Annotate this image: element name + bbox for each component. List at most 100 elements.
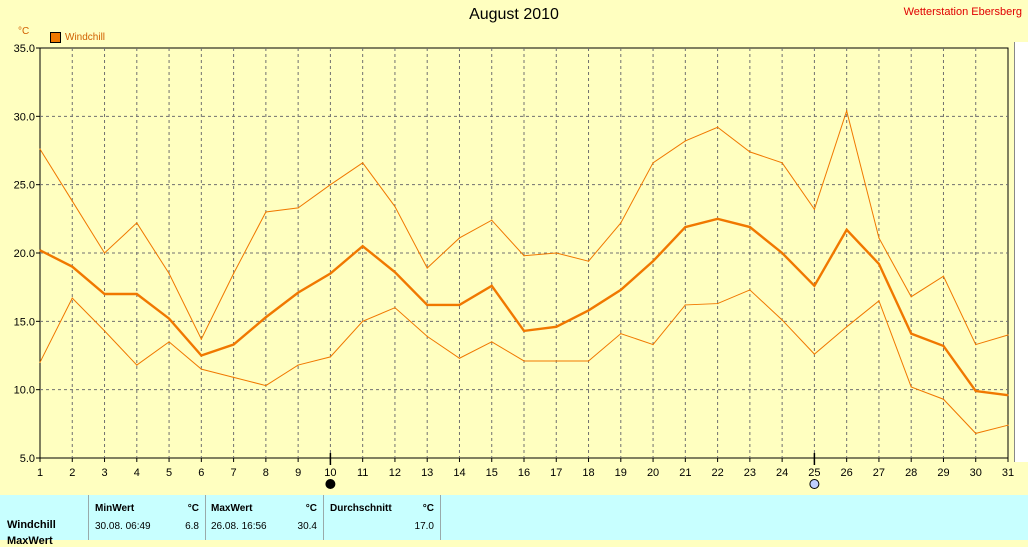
legend-label: Windchill (65, 32, 106, 43)
x-tick-label: 26 (841, 467, 853, 479)
x-tick-label: 3 (101, 467, 107, 479)
data-point-max (910, 296, 912, 298)
data-point-min (168, 341, 170, 343)
x-tick-label: 14 (453, 467, 465, 479)
stats-row-label: Windchill (7, 519, 56, 531)
data-point-avg (233, 343, 235, 346)
data-point-max (846, 110, 848, 112)
data-point-max (523, 255, 525, 257)
x-tick-label: 25 (808, 467, 820, 479)
stats-avg-column: Durchschnitt °C 17.0 (324, 495, 441, 540)
x-tick-label: 28 (905, 467, 917, 479)
data-point-min (684, 304, 686, 306)
data-point-min (491, 341, 493, 343)
data-point-min (297, 364, 299, 366)
data-point-avg (781, 252, 783, 254)
data-point-avg (717, 218, 719, 220)
moon-full-icon (809, 479, 820, 489)
data-point-min (620, 333, 622, 335)
data-point-avg (329, 272, 331, 275)
data-point-avg (1007, 394, 1009, 396)
legend-swatch (50, 32, 61, 43)
data-point-max (39, 148, 41, 150)
x-tick-label: 13 (421, 467, 433, 479)
data-point-max (878, 237, 880, 239)
x-tick-label: 2 (69, 467, 75, 479)
data-point-avg (620, 289, 622, 291)
data-point-max (587, 260, 590, 262)
data-point-min (975, 432, 977, 434)
data-point-avg (749, 226, 751, 228)
data-point-avg (136, 293, 138, 295)
data-point-avg (975, 390, 977, 392)
data-point-max (491, 219, 493, 221)
max-header: MaxWert (211, 503, 253, 514)
avg-header: Durchschnitt (330, 503, 392, 514)
data-point-avg (878, 263, 880, 265)
data-point-max (749, 151, 751, 153)
x-tick-label: 11 (357, 467, 368, 479)
data-point-min (329, 356, 331, 358)
x-tick-label: 19 (615, 467, 627, 479)
x-tick-label: 1 (37, 467, 43, 479)
data-point-avg (846, 229, 848, 231)
x-tick-label: 21 (679, 467, 691, 479)
vertical-scrollbar[interactable] (1014, 42, 1028, 462)
data-point-min (458, 357, 461, 359)
data-point-min (103, 330, 106, 332)
x-tick-label: 22 (711, 467, 723, 479)
x-tick-label: 12 (389, 467, 401, 479)
y-tick-label: 30.0 (14, 111, 35, 123)
data-point-max (71, 200, 73, 202)
data-point-min (1007, 424, 1009, 426)
data-point-min (813, 353, 816, 355)
data-point-avg (555, 326, 557, 328)
data-point-avg (71, 266, 73, 268)
data-point-max (975, 343, 977, 346)
avg-unit: °C (422, 503, 434, 514)
x-tick-label: 27 (873, 467, 885, 479)
data-point-min (781, 319, 783, 321)
stats-next-row-label: MaxWert (7, 535, 53, 547)
data-point-min (555, 360, 557, 362)
moon-new-icon (325, 479, 336, 489)
data-point-min (136, 364, 138, 366)
x-tick-label: 6 (198, 467, 204, 479)
max-datetime: 26.08. 16:56 (211, 521, 267, 532)
stats-min-column: MinWert °C 30.08. 06:49 6.8 (88, 495, 206, 540)
y-tick-label: 25.0 (14, 180, 35, 192)
data-point-min (394, 307, 396, 309)
data-point-avg (168, 318, 170, 320)
data-point-min (39, 361, 41, 363)
y-tick-label: 20.0 (14, 248, 35, 260)
data-point-min (587, 360, 590, 362)
data-point-min (523, 360, 525, 362)
data-point-avg (103, 293, 106, 295)
data-point-max (297, 207, 299, 209)
x-tick-label: 31 (1002, 467, 1014, 479)
data-point-min (749, 289, 751, 291)
data-point-avg (265, 316, 267, 318)
data-point-min (717, 302, 719, 305)
x-tick-label: 20 (647, 467, 659, 479)
y-tick-label: 10.0 (14, 385, 35, 397)
data-point-min (846, 326, 848, 328)
data-point-max (103, 252, 106, 254)
stats-panel: Windchill MaxWert MinWert °C 30.08. 06:4… (0, 495, 1028, 547)
data-point-max (329, 184, 331, 186)
data-point-avg (910, 333, 912, 335)
max-unit: °C (305, 503, 317, 514)
y-tick-label: 5.0 (20, 453, 35, 465)
x-tick-label: 23 (744, 467, 756, 479)
data-point-max (555, 252, 557, 254)
avg-value: 17.0 (414, 521, 434, 532)
data-point-avg (813, 285, 816, 287)
data-point-avg (200, 354, 202, 357)
x-tick-label: 4 (134, 467, 140, 479)
data-point-max (1007, 334, 1009, 336)
data-point-min (71, 297, 73, 299)
data-point-min (233, 376, 235, 378)
data-point-avg (587, 309, 590, 311)
data-point-max (265, 211, 267, 213)
data-point-avg (39, 249, 41, 251)
